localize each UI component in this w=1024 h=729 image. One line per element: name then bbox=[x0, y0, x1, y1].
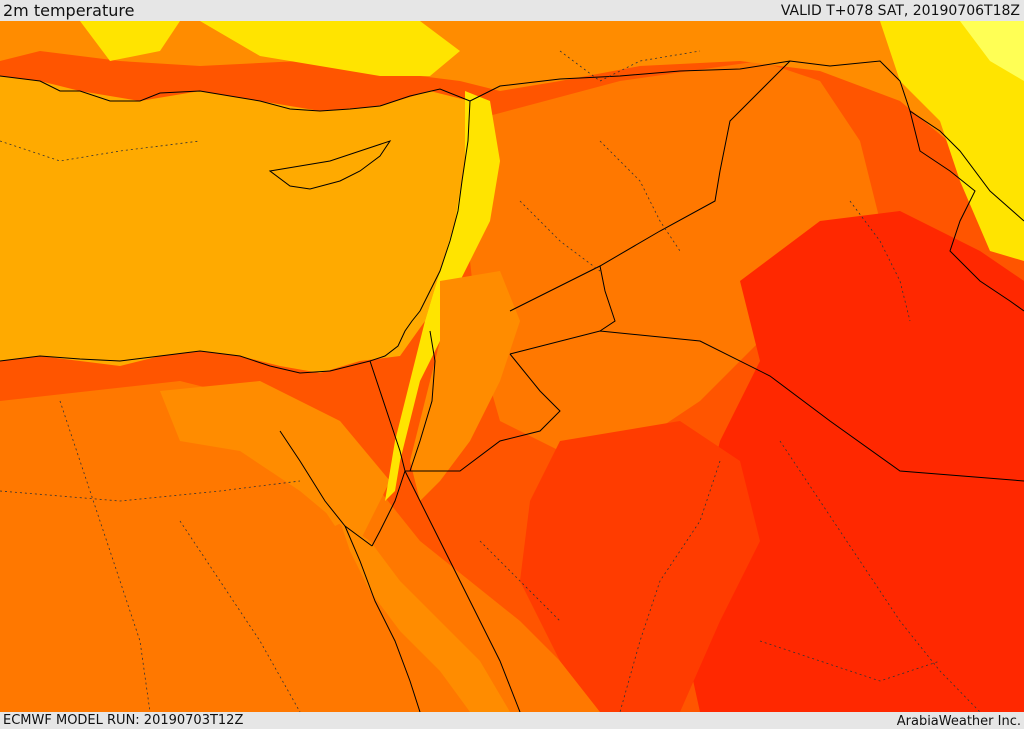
admin-boundary bbox=[479, 540, 561, 622]
border-jordan-river bbox=[409, 330, 436, 472]
field-jordan-lightorange bbox=[410, 271, 520, 501]
coastline-cyprus bbox=[268, 140, 392, 190]
border-jordan-iraq bbox=[599, 265, 616, 332]
admin-boundary bbox=[619, 460, 721, 712]
coastline-levant bbox=[369, 100, 471, 362]
border-syria-iraq bbox=[509, 60, 791, 312]
footer-bar: ECMWF MODEL RUN: 20190703T12Z ArabiaWeat… bbox=[0, 712, 1024, 729]
field-orange-east bbox=[470, 61, 880, 451]
temperature-map bbox=[0, 21, 1024, 712]
model-run-label: ECMWF MODEL RUN: 20190703T12Z bbox=[3, 713, 244, 728]
coastline-egypt bbox=[0, 350, 371, 374]
field-north-yellow-2 bbox=[880, 21, 1024, 261]
map-canvas bbox=[0, 21, 1024, 712]
sea-mediterranean bbox=[0, 76, 470, 373]
admin-boundaries bbox=[0, 50, 981, 712]
header-bar: 2m temperature VALID T+078 SAT, 20190706… bbox=[0, 0, 1024, 21]
admin-boundary bbox=[0, 480, 301, 502]
coastline-suez bbox=[279, 430, 373, 547]
sea-suez bbox=[280, 441, 345, 526]
border-lines bbox=[0, 60, 1024, 712]
admin-boundary bbox=[519, 200, 601, 272]
admin-boundary bbox=[179, 520, 301, 712]
coastline-turkey bbox=[0, 75, 471, 112]
field-orange-south bbox=[0, 381, 600, 712]
field-north-yellow-1 bbox=[200, 21, 460, 76]
coastline-redsea-west bbox=[344, 525, 421, 712]
border-jordan-east bbox=[405, 353, 561, 472]
admin-boundary bbox=[849, 200, 911, 322]
coastline-aqaba bbox=[371, 470, 406, 547]
field-red-east bbox=[680, 211, 1024, 712]
border-sinai bbox=[369, 360, 406, 472]
admin-boundary bbox=[559, 50, 701, 82]
admin-boundary bbox=[0, 140, 201, 162]
border-iraq-iran bbox=[909, 110, 1024, 312]
admin-boundary bbox=[779, 440, 981, 712]
field-north-yellow-3 bbox=[80, 21, 180, 61]
field-north-lightyellow bbox=[960, 21, 1024, 81]
field-title: 2m temperature bbox=[3, 1, 135, 20]
sea-red bbox=[340, 521, 510, 712]
field-redorange-saudi bbox=[520, 421, 760, 712]
field-orange-sinai bbox=[160, 381, 390, 541]
border-syria-turkey bbox=[469, 60, 1024, 222]
coastline-redsea-east bbox=[404, 470, 521, 712]
valid-time-label: VALID T+078 SAT, 20190706T18Z bbox=[780, 3, 1020, 19]
credit-label: ArabiaWeather Inc. bbox=[896, 714, 1021, 729]
admin-boundary bbox=[759, 640, 941, 682]
